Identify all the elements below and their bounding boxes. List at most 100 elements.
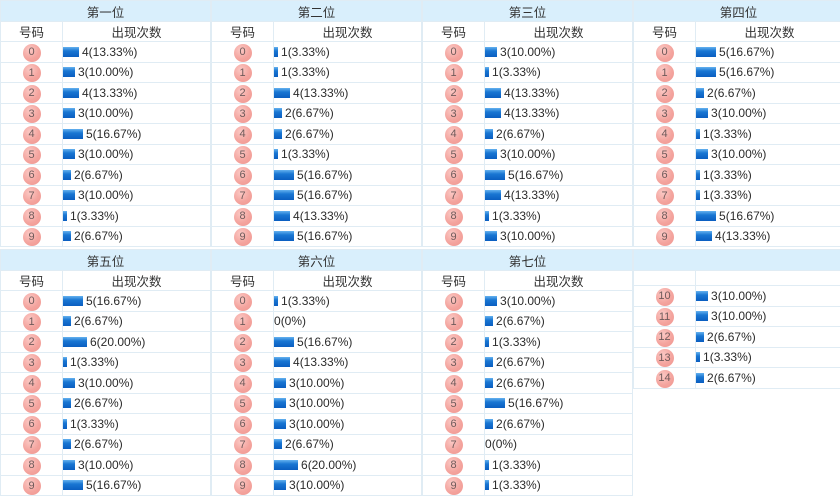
count-label: 3(10.00%) — [289, 478, 345, 493]
count-cell: 4(13.33%) — [484, 184, 634, 206]
count-cell: 5(16.67%) — [695, 41, 840, 63]
number-badge: 2 — [655, 84, 674, 103]
frequency-bar — [485, 459, 490, 470]
count-cell: 4(13.33%) — [273, 351, 423, 373]
table-row: 8 5(16.67%) — [633, 205, 840, 227]
number-cell: 6 — [422, 413, 486, 435]
number-badge: 8 — [22, 207, 41, 226]
number-column-header: 号码 — [211, 21, 275, 42]
count-column-header — [695, 270, 840, 286]
table-row: 5 3(10.00%) — [633, 143, 840, 165]
count-cell: 5(16.67%) — [273, 184, 423, 206]
frequency-bar — [696, 169, 701, 180]
count-cell: 2(6.67%) — [695, 326, 840, 348]
number-badge: 0 — [233, 43, 252, 62]
number-cell: 3 — [633, 102, 697, 124]
table-row: 7 2(6.67%) — [0, 433, 212, 455]
number-cell: 7 — [422, 433, 486, 455]
table-row: 7 4(13.33%) — [422, 184, 634, 206]
frequency-bar — [274, 128, 283, 139]
frequency-bar — [274, 357, 291, 368]
frequency-bar — [63, 46, 79, 57]
number-badge: 3 — [22, 354, 41, 372]
count-cell: 1(3.33%) — [695, 123, 840, 145]
number-cell: 0 — [0, 290, 63, 312]
table-row: 1 2(6.67%) — [422, 310, 634, 332]
table-row: 7 3(10.00%) — [0, 184, 212, 206]
count-label: 3(10.00%) — [500, 293, 556, 308]
count-cell: 5(16.67%) — [273, 331, 423, 353]
number-badge: 4 — [444, 125, 463, 144]
number-column-header: 号码 — [422, 21, 486, 42]
frequency-bar — [274, 418, 287, 429]
number-badge: 4 — [233, 374, 252, 393]
number-cell: 6 — [0, 413, 63, 435]
frequency-bar — [63, 128, 83, 139]
count-label: 3(10.00%) — [500, 229, 556, 244]
number-badge: 1 — [233, 313, 252, 331]
number-column-header: 号码 — [633, 21, 697, 42]
count-label: 1(3.33%) — [281, 65, 330, 80]
count-cell: 3(10.00%) — [273, 392, 423, 414]
count-label: 5(16.67%) — [719, 208, 775, 223]
count-label: 5(16.67%) — [86, 126, 142, 141]
count-cell: 1(3.33%) — [61, 205, 212, 227]
number-badge: 9 — [233, 477, 252, 495]
table-row: 3 4(13.33%) — [422, 102, 634, 124]
position-3-table: 第三位 号码 出现次数 0 3(10.00%) 1 1(3.33%) 2 4(1… — [422, 0, 634, 247]
number-badge: 8 — [22, 456, 41, 475]
count-label: 6(20.00%) — [301, 457, 357, 472]
number-cell: 3 — [0, 351, 63, 373]
number-cell: 8 — [0, 454, 63, 476]
number-badge: 5 — [444, 146, 463, 164]
frequency-bar — [63, 418, 67, 429]
number-badge: 6 — [444, 415, 463, 434]
count-label: 4(13.33%) — [82, 44, 138, 59]
frequency-bar — [485, 149, 498, 160]
number-badge: 3 — [444, 354, 463, 372]
number-cell: 3 — [211, 351, 275, 373]
table-row: 2 4(13.33%) — [0, 82, 212, 104]
number-cell: 5 — [211, 143, 275, 165]
table-row: 8 1(3.33%) — [0, 205, 212, 227]
number-badge: 6 — [655, 166, 674, 185]
count-label: 3(10.00%) — [711, 288, 767, 303]
number-column-header: 号码 — [0, 270, 63, 291]
table-row: 6 2(6.67%) — [0, 164, 212, 186]
table-row: 0 5(16.67%) — [633, 41, 840, 63]
frequency-bar — [696, 290, 709, 301]
number-badge: 4 — [22, 374, 41, 393]
count-column-header: 出现次数 — [484, 270, 634, 291]
number-badge: 4 — [233, 125, 252, 144]
count-cell: 1(3.33%) — [695, 346, 840, 368]
frequency-bar — [274, 190, 295, 201]
count-cell: 3(10.00%) — [484, 41, 634, 63]
frequency-bar — [63, 67, 75, 78]
count-label: 2(6.67%) — [74, 167, 123, 182]
number-cell: 4 — [211, 123, 275, 145]
number-cell: 2 — [211, 331, 275, 353]
frequency-bar — [63, 231, 71, 242]
count-cell: 2(6.67%) — [695, 82, 840, 104]
count-label: 1(3.33%) — [281, 147, 330, 162]
frequency-bar — [274, 231, 295, 242]
count-label: 5(16.67%) — [297, 188, 353, 203]
number-cell: 1 — [422, 61, 486, 83]
count-label: 3(10.00%) — [711, 106, 767, 121]
table-row: 6 5(16.67%) — [422, 164, 634, 186]
count-cell: 1(3.33%) — [273, 61, 423, 83]
count-label: 4(13.33%) — [504, 106, 560, 121]
frequency-bar — [696, 149, 709, 160]
number-cell: 1 — [0, 310, 63, 332]
count-label: 2(6.67%) — [496, 126, 545, 141]
count-cell: 5(16.67%) — [695, 205, 840, 227]
count-label: 1(3.33%) — [492, 478, 541, 493]
position-7-overflow-table: 10 3(10.00%) 11 3(10.00%) 12 2(6.67%) 13… — [633, 249, 840, 389]
count-label: 3(10.00%) — [711, 309, 767, 324]
count-cell: 1(3.33%) — [484, 474, 634, 496]
frequency-bar — [485, 87, 502, 98]
count-cell: 3(10.00%) — [695, 285, 840, 307]
frequency-bar — [274, 108, 283, 119]
number-cell: 4 — [422, 123, 486, 145]
number-badge: 14 — [655, 369, 674, 388]
